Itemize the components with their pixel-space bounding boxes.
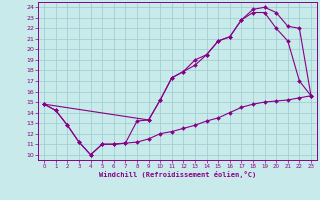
- X-axis label: Windchill (Refroidissement éolien,°C): Windchill (Refroidissement éolien,°C): [99, 171, 256, 178]
